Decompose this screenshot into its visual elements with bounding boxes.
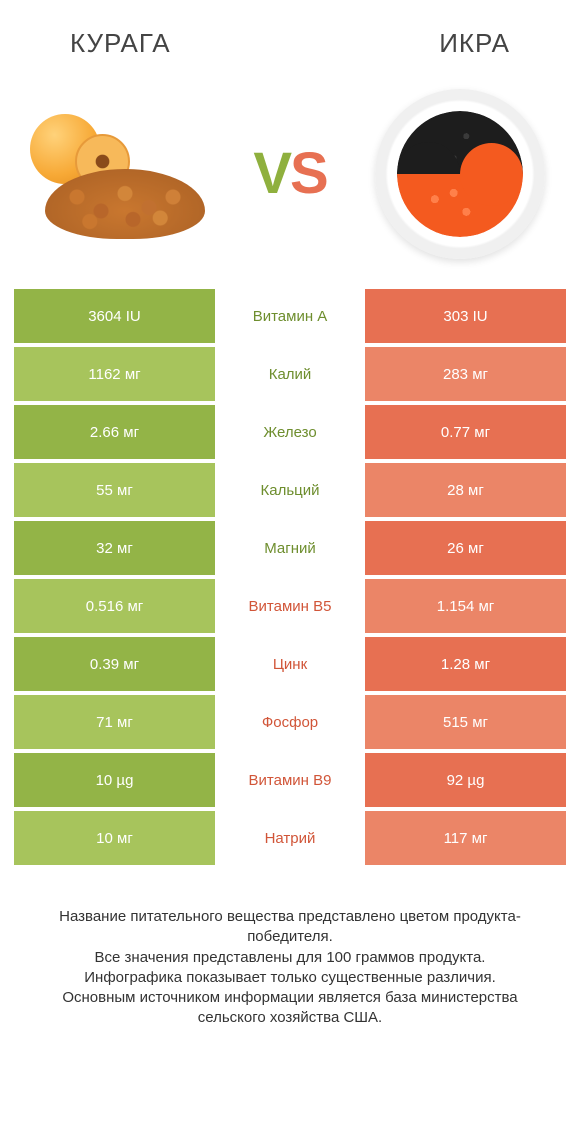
footer-line: Название питательного вещества представл… bbox=[28, 907, 552, 948]
footer-notes: Название питательного вещества представл… bbox=[0, 869, 580, 1029]
left-product-title: КУРАГА bbox=[70, 28, 171, 59]
right-value: 26 мг bbox=[365, 521, 566, 575]
vs-v: V bbox=[253, 141, 290, 206]
header: КУРАГА ИКРА bbox=[0, 0, 580, 69]
vs-s: S bbox=[290, 141, 327, 206]
right-value: 1.154 мг bbox=[365, 579, 566, 633]
nutrient-label: Калий bbox=[215, 347, 365, 401]
nutrient-label: Витамин B5 bbox=[215, 579, 365, 633]
left-value: 1162 мг bbox=[14, 347, 215, 401]
nutrient-label: Кальций bbox=[215, 463, 365, 517]
nutrient-label: Натрий bbox=[215, 811, 365, 865]
footer-line: Основным источником информации является … bbox=[28, 988, 552, 1029]
nutrient-label: Цинк bbox=[215, 637, 365, 691]
caviar-illustration bbox=[375, 89, 545, 259]
left-value: 2.66 мг bbox=[14, 405, 215, 459]
nutrient-label: Витамин A bbox=[215, 289, 365, 343]
comparison-row: 0.516 мгВитамин B51.154 мг bbox=[14, 579, 566, 633]
comparison-row: 2.66 мгЖелезо0.77 мг bbox=[14, 405, 566, 459]
nutrient-label: Фосфор bbox=[215, 695, 365, 749]
comparison-row: 55 мгКальций28 мг bbox=[14, 463, 566, 517]
comparison-row: 10 мгНатрий117 мг bbox=[14, 811, 566, 865]
right-value: 0.77 мг bbox=[365, 405, 566, 459]
comparison-row: 10 µgВитамин B992 µg bbox=[14, 753, 566, 807]
nutrient-label: Железо bbox=[215, 405, 365, 459]
left-value: 3604 IU bbox=[14, 289, 215, 343]
right-value: 28 мг bbox=[365, 463, 566, 517]
nutrient-label: Витамин B9 bbox=[215, 753, 365, 807]
hero-row: VS bbox=[0, 69, 580, 289]
left-value: 0.516 мг bbox=[14, 579, 215, 633]
comparison-table: 3604 IUВитамин A303 IU1162 мгКалий283 мг… bbox=[0, 289, 580, 865]
left-value: 71 мг bbox=[14, 695, 215, 749]
left-value: 32 мг bbox=[14, 521, 215, 575]
comparison-row: 71 мгФосфор515 мг bbox=[14, 695, 566, 749]
nutrient-label: Магний bbox=[215, 521, 365, 575]
left-value: 10 мг bbox=[14, 811, 215, 865]
left-product-image bbox=[30, 104, 210, 244]
comparison-row: 3604 IUВитамин A303 IU bbox=[14, 289, 566, 343]
right-value: 515 мг bbox=[365, 695, 566, 749]
footer-line: Все значения представлены для 100 граммо… bbox=[28, 948, 552, 968]
dried-apricot-illustration bbox=[30, 104, 210, 244]
vs-label: VS bbox=[253, 145, 326, 203]
left-value: 55 мг bbox=[14, 463, 215, 517]
comparison-row: 0.39 мгЦинк1.28 мг bbox=[14, 637, 566, 691]
right-value: 303 IU bbox=[365, 289, 566, 343]
right-product-image bbox=[370, 104, 550, 244]
right-value: 283 мг bbox=[365, 347, 566, 401]
comparison-row: 32 мгМагний26 мг bbox=[14, 521, 566, 575]
right-value: 117 мг bbox=[365, 811, 566, 865]
left-value: 10 µg bbox=[14, 753, 215, 807]
left-value: 0.39 мг bbox=[14, 637, 215, 691]
right-value: 92 µg bbox=[365, 753, 566, 807]
footer-line: Инфографика показывает только существенн… bbox=[28, 968, 552, 988]
right-value: 1.28 мг bbox=[365, 637, 566, 691]
right-product-title: ИКРА bbox=[439, 28, 510, 59]
comparison-row: 1162 мгКалий283 мг bbox=[14, 347, 566, 401]
